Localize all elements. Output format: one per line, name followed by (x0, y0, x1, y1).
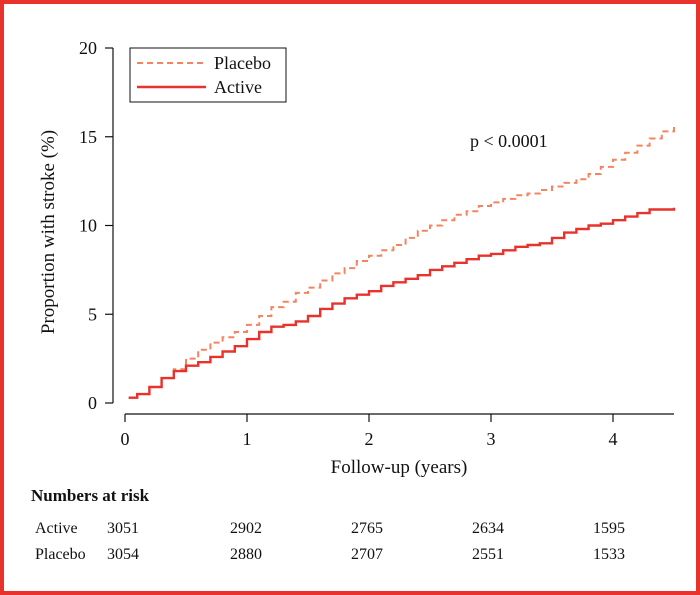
legend-label-placebo: Placebo (214, 53, 271, 73)
p-value-annotation: p < 0.0001 (470, 131, 548, 151)
risk-value: 1595 (593, 520, 625, 537)
risk-row-placebo: Placebo 3054 2880 2707 2551 1533 (4, 546, 700, 568)
y-tick-label: 5 (88, 304, 97, 324)
legend: Placebo Active (129, 47, 287, 103)
axes-layer (112, 48, 674, 415)
risk-value: 3054 (107, 546, 139, 563)
y-axis-title: Proportion with stroke (%) (38, 130, 59, 334)
risk-value: 2707 (351, 546, 383, 563)
legend-label-active: Active (214, 77, 262, 97)
x-tick-label: 0 (121, 429, 130, 449)
risk-value: 2551 (472, 546, 504, 563)
numbers-at-risk-title: Numbers at risk (31, 486, 150, 505)
risk-value: 1533 (593, 546, 625, 563)
x-tick-label: 4 (609, 429, 618, 449)
risk-row-label: Placebo (35, 546, 86, 563)
y-tick-label: 20 (79, 38, 97, 58)
y-ticks: 0 5 10 15 20 (79, 38, 113, 413)
risk-value: 3051 (107, 520, 139, 537)
y-tick-label: 10 (79, 216, 97, 236)
legend-box (129, 47, 287, 103)
series-line-active (128, 207, 676, 399)
chart: 0 5 10 15 20 0 1 2 3 4 Proportion with stroke (%… (38, 38, 676, 478)
x-tick-label: 3 (487, 429, 496, 449)
risk-value: 2634 (472, 520, 504, 537)
risk-value: 2880 (230, 546, 262, 563)
x-tick-label: 2 (365, 429, 374, 449)
y-tick-label: 15 (79, 127, 97, 147)
x-tick-label: 1 (243, 429, 252, 449)
y-tick-label: 0 (88, 393, 97, 413)
risk-value: 2765 (351, 520, 383, 537)
x-ticks: 0 1 2 3 4 (121, 414, 618, 449)
risk-value: 2902 (230, 520, 262, 537)
x-axis-title: Follow-up (years) (331, 457, 468, 478)
risk-row-active: Active 3051 2902 2765 2634 1595 (4, 520, 700, 542)
risk-row-label: Active (35, 520, 78, 537)
series-layer (128, 126, 676, 399)
